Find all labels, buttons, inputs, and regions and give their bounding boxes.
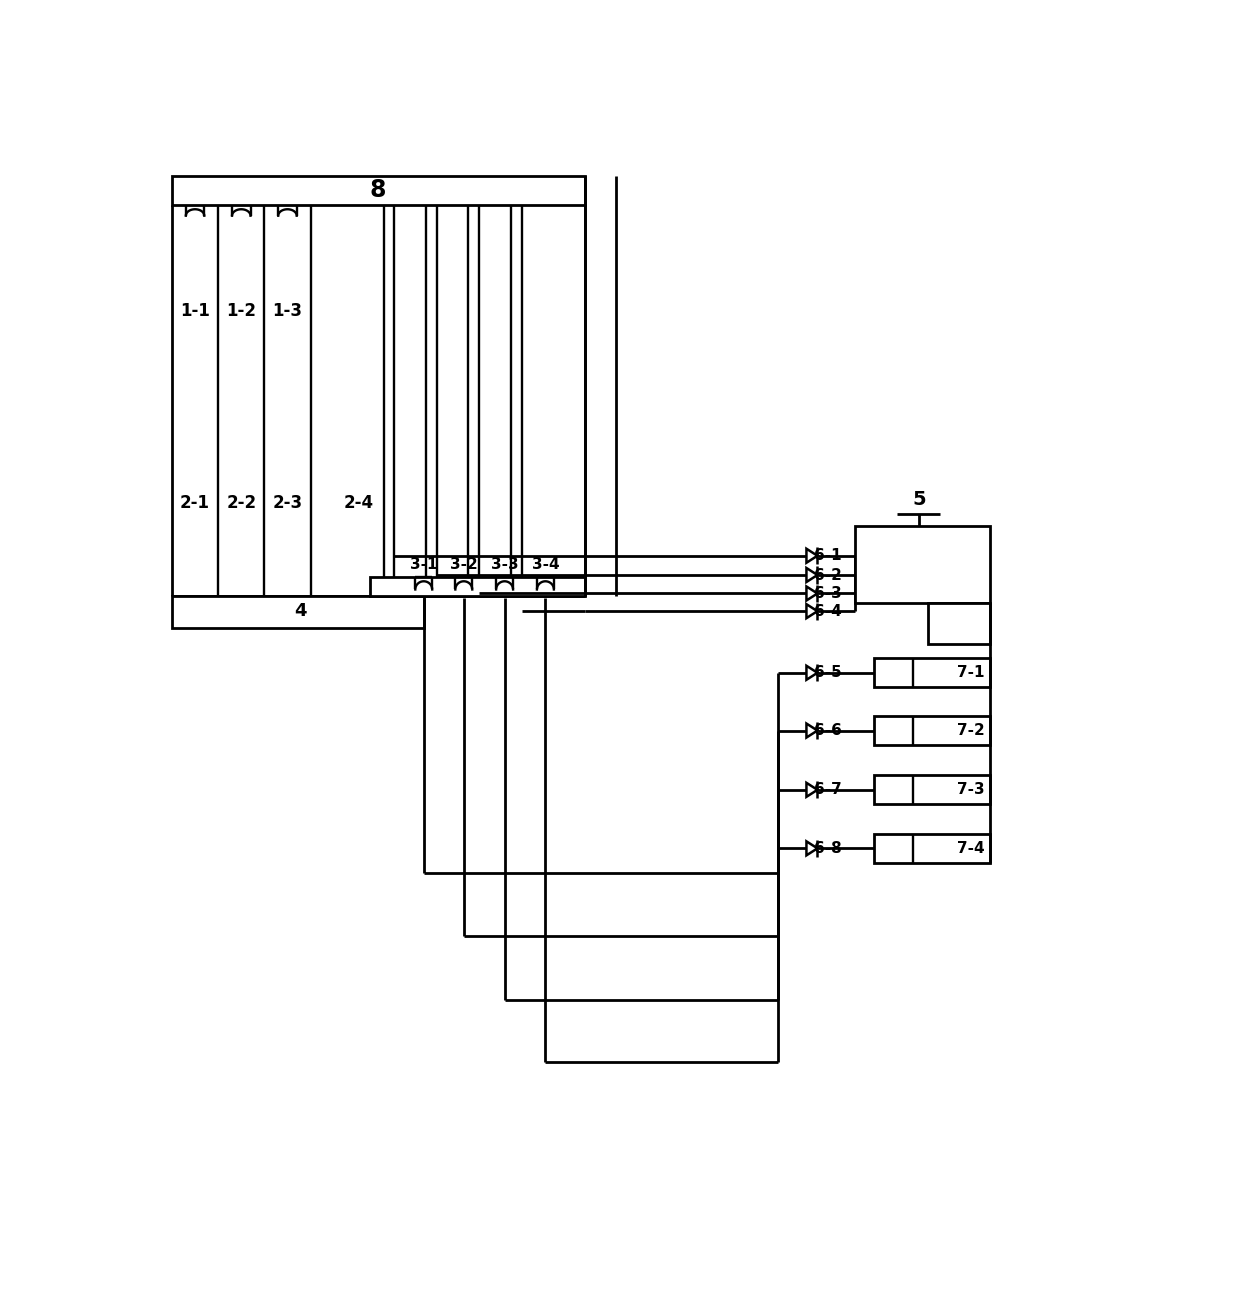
- Bar: [928, 604, 990, 644]
- Text: 2-3: 2-3: [273, 494, 303, 513]
- Text: 2-2: 2-2: [226, 494, 257, 513]
- Text: 6-5: 6-5: [815, 665, 842, 680]
- Bar: [874, 716, 990, 745]
- Bar: [874, 658, 990, 687]
- Text: 8: 8: [370, 178, 386, 202]
- Bar: [172, 596, 424, 628]
- Text: 1-3: 1-3: [273, 302, 303, 320]
- Polygon shape: [806, 842, 817, 855]
- Text: 6-7: 6-7: [815, 782, 842, 798]
- Text: 2-4: 2-4: [343, 494, 373, 513]
- Text: 7-3: 7-3: [956, 782, 985, 798]
- Text: 6-2: 6-2: [815, 567, 842, 583]
- Polygon shape: [806, 723, 817, 738]
- Polygon shape: [806, 666, 817, 680]
- Text: 6-8: 6-8: [815, 840, 842, 856]
- Text: 6-3: 6-3: [815, 585, 842, 601]
- Text: 6-4: 6-4: [815, 604, 842, 619]
- Text: 5: 5: [913, 490, 926, 509]
- Bar: [370, 576, 585, 596]
- Polygon shape: [806, 783, 817, 796]
- Bar: [854, 527, 990, 604]
- Bar: [172, 176, 585, 204]
- Text: 4: 4: [294, 602, 306, 621]
- Text: 3-1: 3-1: [410, 558, 438, 572]
- Polygon shape: [806, 569, 817, 582]
- Text: 6-6: 6-6: [815, 723, 842, 738]
- Text: 7-2: 7-2: [956, 723, 985, 738]
- Polygon shape: [806, 604, 817, 618]
- Bar: [874, 834, 990, 863]
- Polygon shape: [806, 587, 817, 601]
- Text: 7-4: 7-4: [956, 840, 985, 856]
- Text: 3-4: 3-4: [532, 558, 559, 572]
- Text: 3-3: 3-3: [491, 558, 518, 572]
- Text: 2-1: 2-1: [180, 494, 210, 513]
- Text: 1-1: 1-1: [180, 302, 210, 320]
- Bar: [874, 775, 990, 804]
- Text: 3-2: 3-2: [450, 558, 477, 572]
- Polygon shape: [806, 549, 817, 563]
- Text: 6-1: 6-1: [815, 548, 842, 563]
- Text: 7-1: 7-1: [957, 665, 985, 680]
- Text: 1-2: 1-2: [226, 302, 257, 320]
